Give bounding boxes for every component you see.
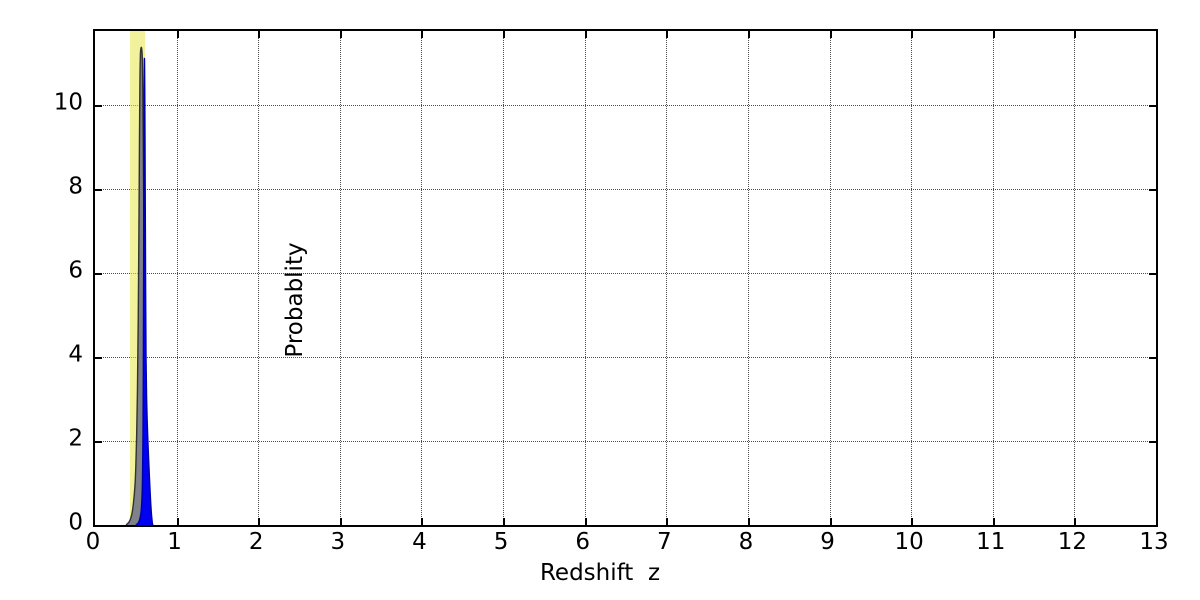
y-tick-label: 10: [53, 89, 83, 116]
x-axis-tick: [992, 518, 995, 525]
x-axis-tick-top: [339, 31, 342, 38]
gridline-vertical: [258, 31, 260, 525]
y-axis-tick-right: [1149, 356, 1156, 359]
x-tick-label: 1: [167, 529, 182, 555]
x-axis-tick-top: [176, 31, 179, 38]
series-outline: [135, 57, 154, 525]
x-axis-tick-top: [992, 31, 995, 38]
x-tick-label: 9: [820, 529, 835, 555]
x-tick-label: 3: [330, 529, 346, 555]
x-axis-tick-top: [666, 31, 669, 38]
x-axis-tick-top: [911, 31, 914, 38]
x-tick-label: 6: [575, 529, 591, 555]
y-tick-label: 6: [68, 257, 83, 284]
x-axis-tick: [666, 518, 669, 525]
x-axis-tick-top: [747, 31, 750, 38]
y-tick-label: 4: [68, 341, 83, 368]
gridline-horizontal: [95, 272, 1156, 274]
x-tick-label: 2: [248, 529, 264, 555]
y-tick-label: 2: [68, 425, 83, 452]
gridline-horizontal: [95, 440, 1156, 442]
x-tick-label: 8: [738, 529, 754, 555]
plot-inner: [95, 31, 1156, 525]
x-axis-tick: [911, 518, 914, 525]
gridline-horizontal: [95, 356, 1156, 358]
x-axis-tick: [747, 518, 750, 525]
y-axis-tick: [95, 356, 102, 359]
y-axis-tick-right: [1149, 440, 1156, 443]
x-axis-tick: [176, 518, 179, 525]
y-axis-tick: [95, 440, 102, 443]
gridline-vertical: [339, 31, 341, 525]
x-axis-tick: [829, 518, 832, 525]
x-axis-tick-top: [1074, 31, 1077, 38]
x-axis-tick-top: [258, 31, 261, 38]
gridline-horizontal: [95, 188, 1156, 190]
x-axis-label: Redshift z: [539, 560, 661, 586]
gridline-vertical: [584, 31, 586, 525]
series-fill: [126, 47, 153, 525]
x-tick-label: 10: [894, 529, 924, 555]
y-tick-label: 8: [68, 173, 83, 200]
x-axis-tick: [421, 518, 424, 525]
x-tick-label: 12: [1057, 529, 1088, 555]
gridline-vertical: [666, 31, 668, 525]
pdf-curves: [125, 46, 154, 525]
y-axis-tick-right: [1149, 188, 1156, 191]
x-tick-label: 11: [976, 529, 1006, 555]
x-tick-label: 5: [493, 529, 509, 555]
gridline-horizontal: [95, 104, 1156, 106]
gridline-vertical: [911, 31, 913, 525]
x-axis-tick: [584, 518, 587, 525]
plot-area: [93, 29, 1158, 527]
gridline-vertical: [1074, 31, 1076, 525]
gridline-vertical: [176, 31, 178, 525]
x-axis-tick: [503, 518, 506, 525]
y-axis-tick-right: [1149, 272, 1156, 275]
gridline-vertical: [421, 31, 423, 525]
y-axis-tick-right: [1149, 104, 1156, 107]
y-axis-tick: [95, 104, 102, 107]
y-axis-tick: [95, 272, 102, 275]
y-axis-tick: [95, 188, 102, 191]
x-axis-tick-top: [421, 31, 424, 38]
gridline-vertical: [829, 31, 831, 525]
x-axis-tick: [1074, 518, 1077, 525]
x-axis-tick: [339, 518, 342, 525]
series-pdf-blue: [135, 57, 154, 525]
x-tick-label: 7: [656, 529, 672, 555]
gridline-vertical: [992, 31, 994, 525]
y-tick-label: 0: [68, 509, 83, 536]
gridline-vertical: [747, 31, 749, 525]
x-tick-label: 13: [1139, 529, 1169, 555]
x-axis-tick-top: [503, 31, 506, 38]
x-tick-label: 4: [412, 529, 427, 555]
x-tick-label: 0: [85, 529, 101, 555]
x-axis-tick-top: [829, 31, 832, 38]
x-axis-tick: [258, 518, 261, 525]
gridline-vertical: [503, 31, 505, 525]
x-axis-tick-top: [584, 31, 587, 38]
